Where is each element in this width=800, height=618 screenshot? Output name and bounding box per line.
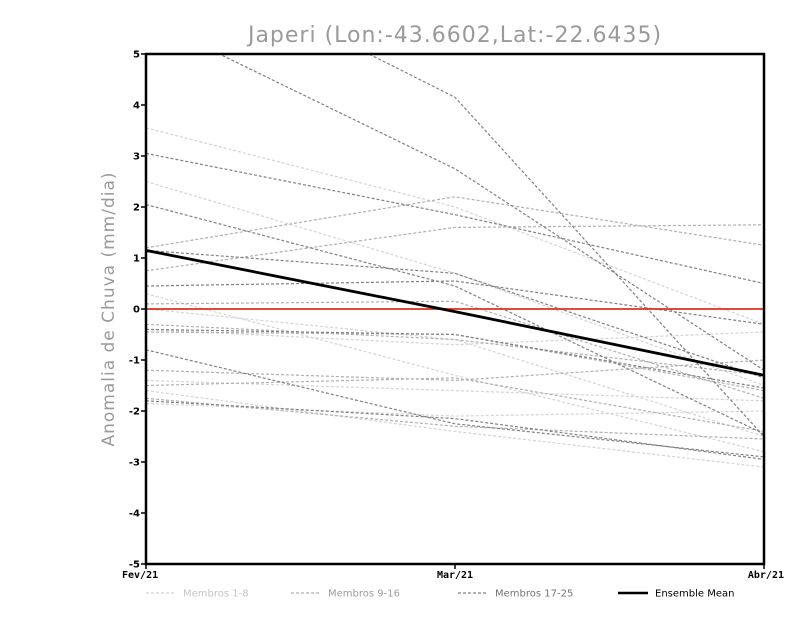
member-line-g1-5 <box>146 328 764 346</box>
member-line-g1-6 <box>146 379 764 402</box>
chart-title: Japeri (Lon:-43.6602,Lat:-22.6435) <box>246 23 662 48</box>
legend-label: Membros 1-8 <box>183 589 249 600</box>
member-line-g2-8 <box>146 397 764 440</box>
member-line-g3-2 <box>367 54 764 437</box>
member-line-g2-6 <box>146 331 764 392</box>
legend-label: Ensemble Mean <box>655 589 734 600</box>
member-line-g2-5 <box>146 359 764 382</box>
y-tick-label: -1 <box>129 356 140 367</box>
y-tick-label: 1 <box>133 254 140 265</box>
legend-label: Membros 17-25 <box>495 589 573 600</box>
member-line-g1-1 <box>146 127 764 325</box>
y-tick-label: 5 <box>133 50 140 61</box>
member-line-g2-4 <box>146 323 764 376</box>
member-line-g1-7 <box>146 390 764 468</box>
y-tick-label: 0 <box>133 305 140 316</box>
member-line-g3-9 <box>146 400 764 460</box>
y-axis-label: Anomalia de Chuva (mm/dia) <box>99 171 119 446</box>
y-axis: -5 -4 -3 -2 -1 0 1 2 3 4 5 <box>129 50 146 571</box>
x-tick-label: Mar/21 <box>437 570 473 581</box>
member-line-g2-1 <box>146 196 764 249</box>
legend: Membros 1-8 Membros 9-16 Membros 17-25 Ense… <box>146 589 734 600</box>
member-line-g3-4 <box>146 203 764 435</box>
y-tick-label: 3 <box>133 152 140 163</box>
x-tick-label: Fev/21 <box>122 570 158 581</box>
x-axis: Fev/21 Mar/21 Abr/21 <box>122 564 784 581</box>
member-line-g3-7 <box>146 328 764 389</box>
member-line-g3-8 <box>146 349 764 458</box>
member-line-g1-3 <box>146 293 764 453</box>
y-tick-label: -3 <box>129 458 140 469</box>
member-line-g3-1 <box>217 54 764 371</box>
y-tick-label: -4 <box>129 509 140 520</box>
member-line-g3-3 <box>146 152 764 285</box>
y-tick-label: 4 <box>133 101 140 112</box>
y-tick-label: 2 <box>133 203 140 214</box>
member-line-g1-4 <box>146 308 764 438</box>
ensemble-mean-line <box>146 249 764 377</box>
member-line-g1-2 <box>146 180 764 387</box>
member-lines <box>146 54 764 468</box>
y-tick-label: -2 <box>129 407 140 418</box>
x-tick-label: Abr/21 <box>748 570 784 581</box>
legend-label: Membros 9-16 <box>328 589 400 600</box>
member-line-g3-5 <box>146 249 764 379</box>
member-line-g1-8 <box>146 402 764 417</box>
member-line-g2-2 <box>146 224 764 272</box>
y-tick-label: -5 <box>129 560 140 571</box>
